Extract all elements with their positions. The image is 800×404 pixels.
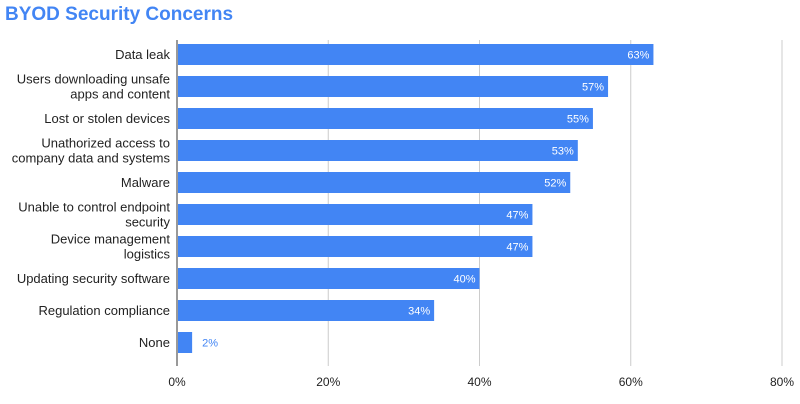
data-label: 47% <box>506 242 528 254</box>
category-label: Data leak <box>115 47 170 62</box>
x-tick-label: 80% <box>770 375 794 389</box>
chart-title: BYOD Security Concerns <box>5 4 234 25</box>
category-label: security <box>125 215 170 230</box>
bar <box>178 332 193 353</box>
data-label: 47% <box>506 210 528 222</box>
data-label: 57% <box>582 82 604 94</box>
category-label: apps and content <box>70 87 170 102</box>
x-tick-label: 40% <box>467 375 491 389</box>
data-label: 63% <box>627 50 649 62</box>
category-label: Updating security software <box>17 271 170 286</box>
bar <box>178 204 533 225</box>
bar <box>178 140 578 161</box>
data-label: 52% <box>544 178 566 190</box>
bar <box>178 108 593 129</box>
bar <box>178 172 571 193</box>
category-label: logistics <box>124 247 171 262</box>
x-tick-label: 20% <box>316 375 340 389</box>
category-label: Unathorized access to <box>41 136 170 151</box>
bar <box>178 44 654 65</box>
category-label: Regulation compliance <box>38 303 170 318</box>
data-label: 53% <box>552 146 574 158</box>
category-label: Users downloading unsafe <box>17 72 170 87</box>
category-label: company data and systems <box>12 151 171 166</box>
category-label: None <box>139 335 170 350</box>
data-label: 40% <box>453 274 475 286</box>
data-label: 34% <box>408 306 430 318</box>
bar <box>178 268 480 289</box>
category-label: Lost or stolen devices <box>44 111 170 126</box>
category-label: Malware <box>121 175 170 190</box>
bar <box>178 76 609 97</box>
x-tick-label: 0% <box>168 375 186 389</box>
bar <box>178 236 533 257</box>
category-label: Unable to control endpoint <box>18 200 170 215</box>
category-label: Device management <box>51 232 171 247</box>
data-label: 2% <box>202 338 218 350</box>
bar <box>178 300 435 321</box>
data-label: 55% <box>567 114 589 126</box>
x-tick-label: 60% <box>619 375 643 389</box>
